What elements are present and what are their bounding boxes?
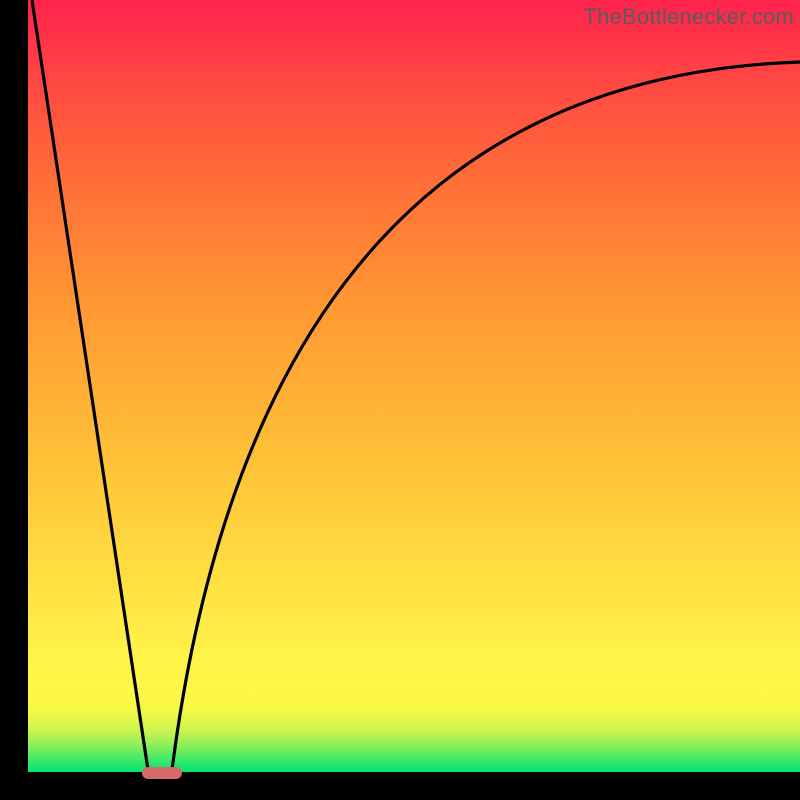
frame-left-border [0,0,28,800]
bottleneck-chart [0,0,800,800]
watermark-text: TheBottlenecker.com [584,4,794,30]
valley-marker [142,767,182,779]
gradient-background [28,0,800,772]
frame-bottom-border [0,772,800,800]
chart-container: TheBottlenecker.com [0,0,800,800]
